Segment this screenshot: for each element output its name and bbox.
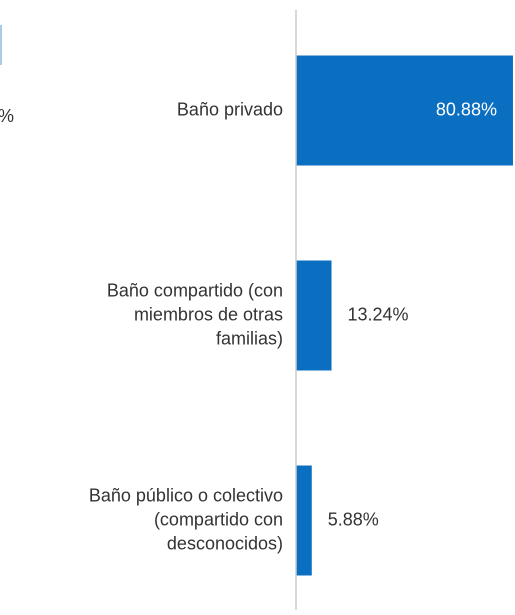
bar <box>296 260 332 371</box>
category-label-line: Baño compartido (con <box>107 280 283 300</box>
bar <box>296 55 513 166</box>
category-label-line: miembros de otras <box>134 304 283 324</box>
bar <box>296 465 312 576</box>
cropped-text: % <box>0 106 14 126</box>
category-label-line: familias) <box>216 328 283 348</box>
value-label: 5.88% <box>328 509 379 529</box>
category-label-line: desconocidos) <box>167 533 283 553</box>
value-label: 80.88% <box>436 99 497 119</box>
category-label: Baño compartido (con miembros de otras fam… <box>107 280 283 348</box>
category-label: Baño privado <box>177 99 283 119</box>
value-label: 13.24% <box>348 304 409 324</box>
category-label-line: Baño público o colectivo <box>89 485 283 505</box>
cropped-legend-edge <box>0 25 2 65</box>
category-label: Baño público o colectivo (compartido con d… <box>89 485 283 553</box>
category-label-line: (compartido con <box>154 509 283 529</box>
category-label-line: Baño privado <box>177 99 283 119</box>
